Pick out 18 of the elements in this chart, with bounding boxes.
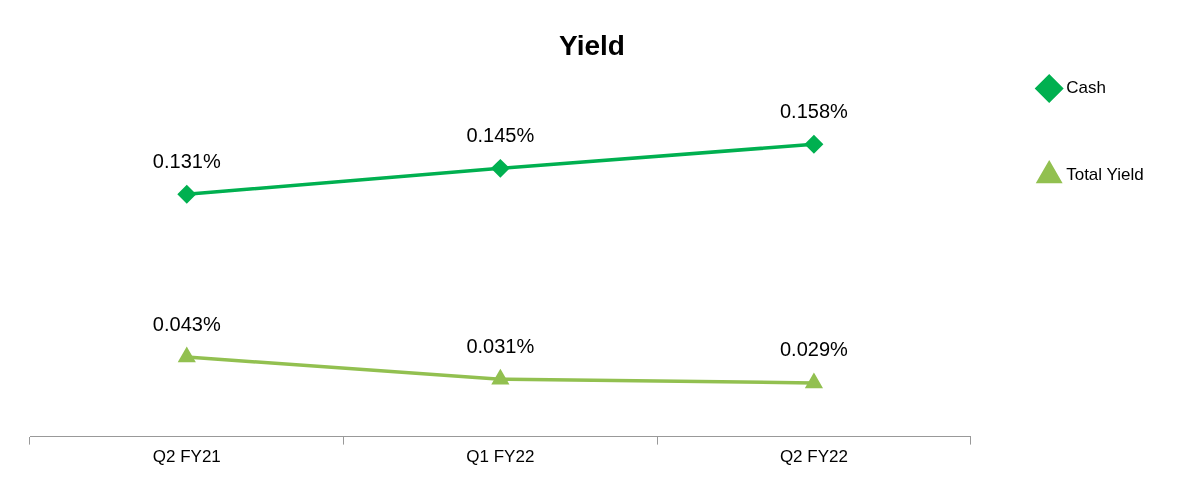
point (178, 185, 196, 203)
point (805, 135, 823, 154)
point (492, 370, 509, 385)
data-label: 0.043% (152, 312, 221, 335)
x-tick-label: Q2 FY21 (152, 447, 221, 467)
point (806, 374, 822, 389)
legend-label: Total Yield (1066, 165, 1144, 185)
legend-label: Cash (1066, 78, 1106, 98)
point (491, 159, 510, 178)
x-tick-label: Q2 FY22 (779, 447, 848, 467)
data-label: 0.029% (779, 338, 849, 361)
data-label: 0.158% (779, 99, 849, 122)
data-label: 0.145% (466, 123, 535, 146)
x-tick-label: Q1 FY22 (466, 447, 535, 467)
point (178, 348, 195, 363)
chart-title: Yield (559, 29, 625, 61)
data-label: 0.031% (466, 334, 535, 357)
data-label: 0.131% (152, 149, 221, 172)
